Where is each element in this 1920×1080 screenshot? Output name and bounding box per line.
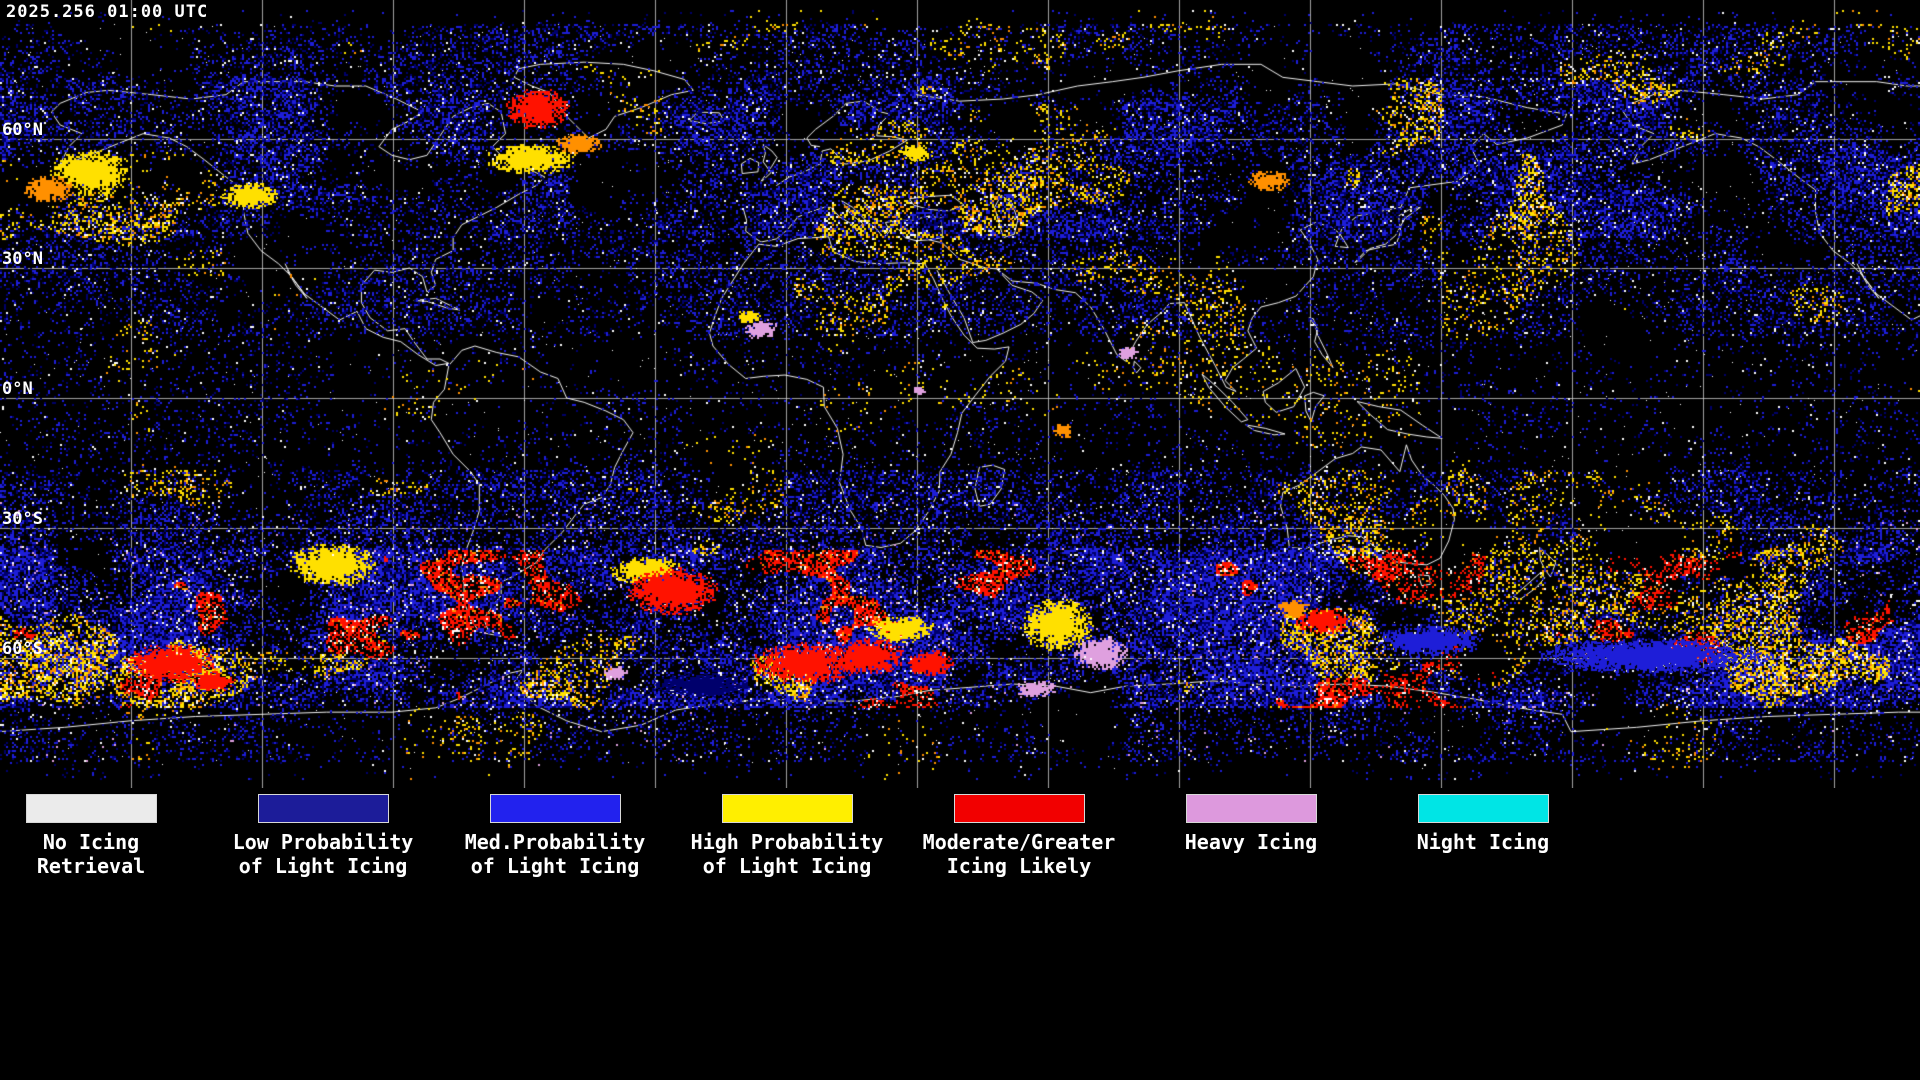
legend-item-no-icing: No Icing Retrieval xyxy=(0,794,231,878)
legend-label-line2: of Light Icing xyxy=(238,854,408,878)
legend-label-line1: High Probability xyxy=(690,830,884,854)
legend-swatch-low-prob xyxy=(257,794,389,823)
legend-swatch-night-icing xyxy=(1417,794,1549,823)
legend-swatch-high-prob xyxy=(721,794,853,823)
legend: No Icing Retrieval Low Probability of Light… xyxy=(0,788,1920,1080)
latitude-label: 0°N xyxy=(2,379,33,399)
legend-swatch-no-icing xyxy=(25,794,157,823)
legend-swatch-heavy-icing xyxy=(1185,794,1317,823)
legend-label-line1: No Icing xyxy=(42,830,140,854)
icing-map-canvas xyxy=(0,0,1920,790)
legend-swatch-med-prob xyxy=(489,794,621,823)
latitude-label: 30°N xyxy=(2,249,43,269)
legend-label-line2: of Light Icing xyxy=(702,854,872,878)
latitude-label: 60°S xyxy=(2,639,43,659)
legend-label-line2: Retrieval xyxy=(36,854,146,878)
legend-item-low-prob: Low Probability of Light Icing xyxy=(183,794,463,878)
legend-label-line1: Heavy Icing xyxy=(1184,830,1318,854)
legend-item-high-prob: High Probability of Light Icing xyxy=(647,794,927,878)
legend-label-line1: Moderate/Greater xyxy=(922,830,1116,854)
legend-item-night-icing: Night Icing xyxy=(1343,794,1623,854)
legend-label-line2: of Light Icing xyxy=(470,854,640,878)
latitude-label: 60°N xyxy=(2,120,43,140)
legend-label-line1: Med.Probability xyxy=(464,830,646,854)
latitude-label: 30°S xyxy=(2,509,43,529)
legend-item-moderate-greater: Moderate/Greater Icing Likely xyxy=(879,794,1159,878)
legend-label-line2: Icing Likely xyxy=(946,854,1092,878)
legend-swatch-moderate-greater xyxy=(953,794,1085,823)
timestamp-label: 2025.256 01:00 UTC xyxy=(6,2,209,22)
legend-label-line1: Low Probability xyxy=(232,830,414,854)
legend-item-heavy-icing: Heavy Icing xyxy=(1111,794,1391,854)
legend-label-line1: Night Icing xyxy=(1416,830,1550,854)
legend-item-med-prob: Med.Probability of Light Icing xyxy=(415,794,695,878)
